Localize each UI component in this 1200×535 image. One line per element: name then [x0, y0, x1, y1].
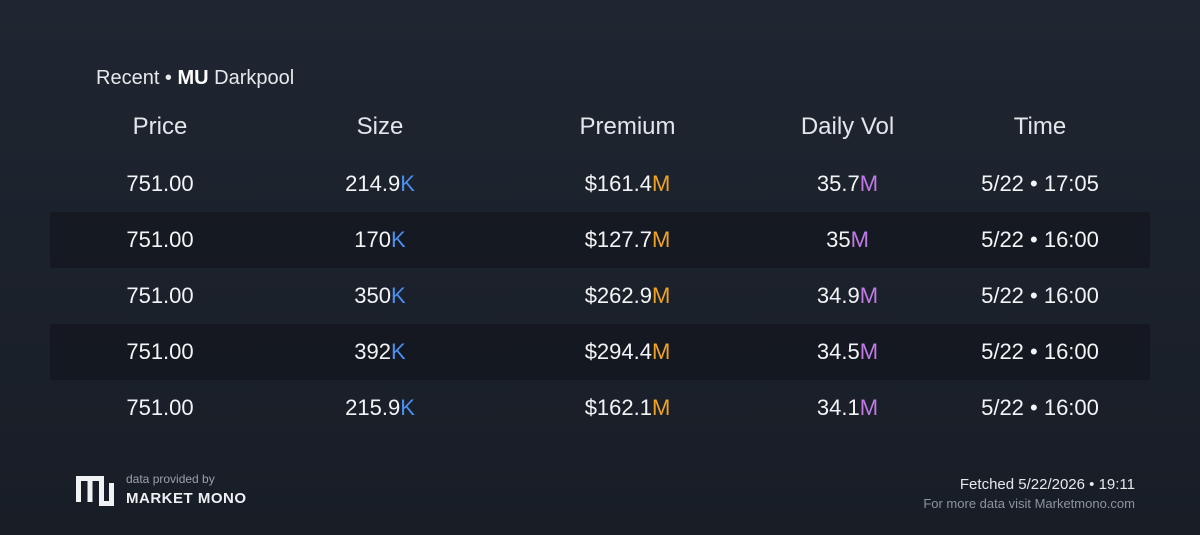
size-cell: 392K: [270, 339, 490, 365]
premium-unit: M: [651, 395, 671, 420]
daily-vol-cell: 35.7M: [765, 171, 930, 197]
size-cell: 214.9K: [270, 171, 490, 197]
daily-vol-cell: 34.5M: [765, 339, 930, 365]
fetched-timestamp: Fetched 5/22/2026 • 19:11: [959, 476, 1135, 493]
title-ticker: MU: [177, 67, 209, 89]
premium-value: $127.7: [584, 227, 652, 252]
fetch-info: Fetched 5/22/2026 • 19:11 For more data …: [923, 475, 1135, 512]
size-value: 215.9: [345, 395, 401, 420]
daily-vol-unit: M: [859, 171, 879, 196]
size-cell: 170K: [270, 227, 490, 253]
title-prefix: Recent •: [96, 67, 172, 89]
premium-unit: M: [651, 171, 671, 196]
table-row: 751.00 392K $294.4M 34.5M 5/22 • 16:00: [50, 324, 1150, 380]
daily-vol-cell: 34.9M: [765, 283, 930, 309]
table-row: 751.00 214.9K $161.4M 35.7M 5/22 • 17:05: [50, 156, 1150, 212]
daily-vol-unit: M: [859, 283, 879, 308]
premium-value: $162.1: [584, 395, 652, 420]
premium-cell: $161.4M: [490, 171, 765, 197]
premium-cell: $294.4M: [490, 339, 765, 365]
price-cell: 751.00: [126, 283, 194, 308]
size-value: 214.9: [345, 171, 401, 196]
page-title: Recent • MU Darkpool: [96, 64, 294, 92]
time-cell: 5/22 • 17:05: [981, 171, 1099, 196]
price-cell: 751.00: [126, 339, 194, 364]
daily-vol-unit: M: [850, 227, 869, 252]
daily-vol-unit: M: [859, 339, 879, 364]
premium-unit: M: [651, 283, 671, 308]
premium-cell: $162.1M: [490, 395, 765, 421]
table-row: 751.00 215.9K $162.1M 34.1M 5/22 • 16:00: [50, 380, 1150, 436]
daily-vol-value: 35: [826, 227, 851, 252]
premium-value: $294.4: [584, 339, 652, 364]
table-row: 751.00 350K $262.9M 34.9M 5/22 • 16:00: [50, 268, 1150, 324]
daily-vol-cell: 35M: [765, 227, 930, 253]
brand-block: data provided by MARKET MONO: [76, 472, 247, 509]
column-header-premium: Premium: [579, 113, 676, 140]
size-unit: K: [391, 339, 406, 364]
premium-value: $161.4: [584, 171, 652, 196]
size-value: 170: [354, 227, 392, 252]
size-cell: 215.9K: [270, 395, 490, 421]
column-header-size: Size: [356, 113, 404, 140]
provided-by-label: data provided by: [126, 472, 215, 486]
size-unit: K: [391, 227, 406, 252]
size-unit: K: [400, 171, 415, 196]
daily-vol-unit: M: [859, 395, 879, 420]
column-header-time: Time: [1013, 113, 1067, 140]
time-cell: 5/22 • 16:00: [981, 395, 1099, 420]
size-value: 392: [354, 339, 392, 364]
brand-text: data provided by MARKET MONO: [126, 472, 247, 509]
size-cell: 350K: [270, 283, 490, 309]
market-mono-logo-icon: [76, 473, 114, 509]
size-unit: K: [400, 395, 415, 420]
price-cell: 751.00: [126, 171, 194, 196]
daily-vol-value: 35.7: [816, 171, 860, 196]
price-cell: 751.00: [126, 227, 194, 252]
time-cell: 5/22 • 16:00: [981, 283, 1099, 308]
time-cell: 5/22 • 16:00: [981, 339, 1099, 364]
title-suffix: Darkpool: [214, 67, 295, 89]
daily-vol-value: 34.1: [816, 395, 860, 420]
column-header-daily-vol: Daily Vol: [800, 113, 895, 140]
premium-unit: M: [651, 227, 671, 252]
price-cell: 751.00: [126, 395, 194, 420]
premium-value: $262.9: [584, 283, 652, 308]
size-unit: K: [391, 283, 406, 308]
visit-link-text: For more data visit Marketmono.com: [923, 496, 1135, 511]
table-header-row: Price Size Premium Daily Vol Time: [50, 98, 1150, 156]
time-cell: 5/22 • 16:00: [981, 227, 1099, 252]
table-row: 751.00 170K $127.7M 35M 5/22 • 16:00: [50, 212, 1150, 268]
daily-vol-cell: 34.1M: [765, 395, 930, 421]
brand-name: MARKET MONO: [126, 490, 247, 507]
premium-cell: $262.9M: [490, 283, 765, 309]
daily-vol-value: 34.5: [816, 339, 860, 364]
premium-unit: M: [651, 339, 671, 364]
column-header-price: Price: [132, 113, 188, 140]
premium-cell: $127.7M: [490, 227, 765, 253]
size-value: 350: [354, 283, 392, 308]
darkpool-table: Price Size Premium Daily Vol Time 751.00…: [50, 98, 1150, 436]
daily-vol-value: 34.9: [816, 283, 860, 308]
